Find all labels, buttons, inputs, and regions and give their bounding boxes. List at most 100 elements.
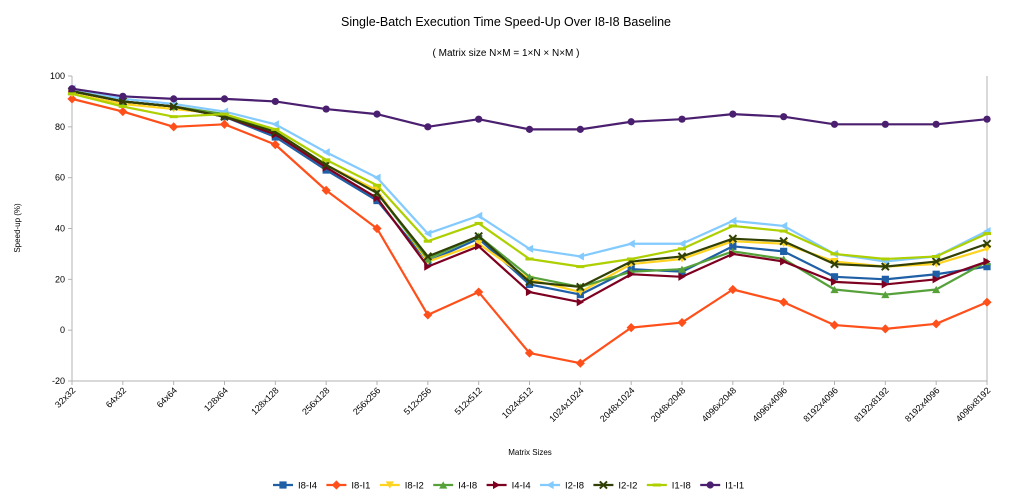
y-tick-label: 40 bbox=[55, 224, 65, 234]
legend-item-i2-i2: I2-I2 bbox=[593, 481, 637, 492]
data-point-triangle-left bbox=[475, 211, 483, 220]
data-point-circle bbox=[729, 110, 737, 118]
data-point-x bbox=[169, 102, 178, 111]
data-point-triangle-left bbox=[729, 216, 737, 225]
data-point-diamond bbox=[728, 284, 738, 295]
data-point-bar bbox=[627, 257, 636, 261]
legend-label: I2-I8 bbox=[565, 481, 584, 492]
data-point-triangle-up bbox=[677, 265, 687, 273]
x-tick-label: 512x256 bbox=[402, 385, 433, 416]
data-point-x bbox=[881, 262, 890, 271]
legend-label: I8-I2 bbox=[405, 481, 424, 492]
data-point-x bbox=[576, 282, 585, 292]
data-point-circle bbox=[322, 105, 330, 113]
data-point-circle bbox=[706, 481, 714, 489]
x-tick-label: 128x64 bbox=[202, 385, 230, 413]
data-point-triangle-left bbox=[424, 229, 432, 238]
legend-item-i2-i8: I2-I8 bbox=[540, 481, 584, 492]
legend-label: I8-I4 bbox=[298, 481, 317, 492]
data-point-triangle-left bbox=[525, 244, 534, 253]
data-point-x bbox=[372, 188, 382, 198]
data-point-square bbox=[983, 263, 991, 271]
data-point-triangle-right bbox=[932, 275, 940, 284]
data-point-triangle-down bbox=[830, 257, 839, 266]
data-point-circle bbox=[881, 120, 889, 128]
data-point-square bbox=[830, 273, 839, 281]
data-point-circle bbox=[780, 113, 788, 121]
data-point-triangle-up bbox=[439, 481, 448, 489]
data-point-triangle-up bbox=[830, 285, 839, 294]
x-tick-label: 2048x2048 bbox=[649, 385, 688, 424]
x-tick-label: 1024x1024 bbox=[547, 385, 586, 424]
data-point-triangle-right bbox=[729, 249, 737, 259]
data-point-triangle-left bbox=[678, 239, 686, 248]
data-point-diamond bbox=[677, 317, 687, 328]
data-point-circle bbox=[830, 120, 839, 128]
data-point-triangle-right bbox=[678, 272, 686, 281]
data-point-triangle-right bbox=[493, 480, 501, 490]
legend-label: I8-I1 bbox=[351, 481, 370, 492]
data-point-bar bbox=[372, 183, 382, 187]
x-tick-label: 2048x1024 bbox=[598, 385, 637, 424]
data-point-triangle-left bbox=[576, 252, 584, 261]
legend-label: I2-I2 bbox=[618, 481, 637, 492]
series-line-i8-i1 bbox=[71, 97, 988, 365]
data-point-bar bbox=[271, 127, 280, 131]
data-point-circle bbox=[373, 110, 381, 118]
data-point-diamond bbox=[982, 297, 992, 307]
data-point-triangle-up bbox=[932, 285, 941, 294]
data-point-x bbox=[677, 252, 687, 261]
data-point-triangle-right bbox=[881, 280, 889, 289]
data-point-x bbox=[931, 257, 941, 266]
data-point-circle bbox=[576, 125, 584, 133]
data-point-square bbox=[279, 481, 287, 489]
data-point-bar bbox=[525, 257, 534, 261]
data-point-diamond bbox=[829, 320, 840, 330]
data-point-x bbox=[474, 231, 483, 241]
data-point-x bbox=[779, 236, 788, 246]
data-point-x bbox=[599, 480, 608, 490]
x-tick-label: 64x64 bbox=[155, 385, 179, 409]
data-point-bar bbox=[982, 232, 992, 236]
data-point-square bbox=[525, 280, 534, 289]
y-tick-label: 0 bbox=[60, 325, 65, 335]
data-point-triangle-right bbox=[830, 277, 839, 286]
x-tick-label: 8192x4096 bbox=[801, 385, 840, 424]
data-point-triangle-left bbox=[627, 239, 635, 248]
series-layer bbox=[67, 84, 992, 368]
x-tick-label: 512x512 bbox=[453, 385, 484, 416]
series-line-i4-i4 bbox=[71, 90, 988, 304]
data-point-circle bbox=[932, 120, 940, 128]
data-point-bar bbox=[220, 112, 229, 116]
y-tick-label: 80 bbox=[55, 122, 65, 132]
data-point-diamond bbox=[575, 358, 585, 368]
data-point-diamond bbox=[169, 122, 179, 132]
data-point-bar bbox=[932, 254, 941, 258]
data-point-bar bbox=[169, 115, 178, 119]
data-point-bar bbox=[677, 247, 687, 251]
data-point-diamond bbox=[931, 319, 941, 329]
data-point-square bbox=[373, 196, 381, 205]
legend-item-i8-i1: I8-I1 bbox=[326, 480, 370, 492]
data-point-bar bbox=[830, 252, 839, 256]
series-i4-i8 bbox=[67, 85, 992, 299]
data-point-bar bbox=[881, 257, 890, 261]
data-point-circle bbox=[220, 95, 229, 103]
data-point-diamond bbox=[331, 480, 341, 490]
data-point-diamond bbox=[880, 324, 890, 334]
data-point-triangle-right bbox=[780, 257, 788, 266]
chart-subtitle: ( Matrix size N×M = 1×N × N×M ) bbox=[433, 48, 580, 59]
data-point-triangle-right bbox=[576, 298, 584, 307]
data-point-x bbox=[982, 239, 992, 249]
data-point-bar bbox=[779, 229, 788, 233]
x-tick-label: 32x32 bbox=[53, 385, 77, 409]
data-point-diamond bbox=[372, 223, 382, 234]
data-point-square bbox=[780, 247, 788, 255]
legend-label: I4-I8 bbox=[458, 481, 477, 492]
data-point-triangle-right bbox=[983, 257, 991, 266]
data-point-circle bbox=[170, 95, 178, 103]
data-point-triangle-down bbox=[474, 240, 483, 248]
x-tick-label: 256x256 bbox=[351, 385, 382, 416]
legend-item-i4-i8: I4-I8 bbox=[433, 481, 477, 492]
data-point-bar bbox=[576, 265, 585, 269]
